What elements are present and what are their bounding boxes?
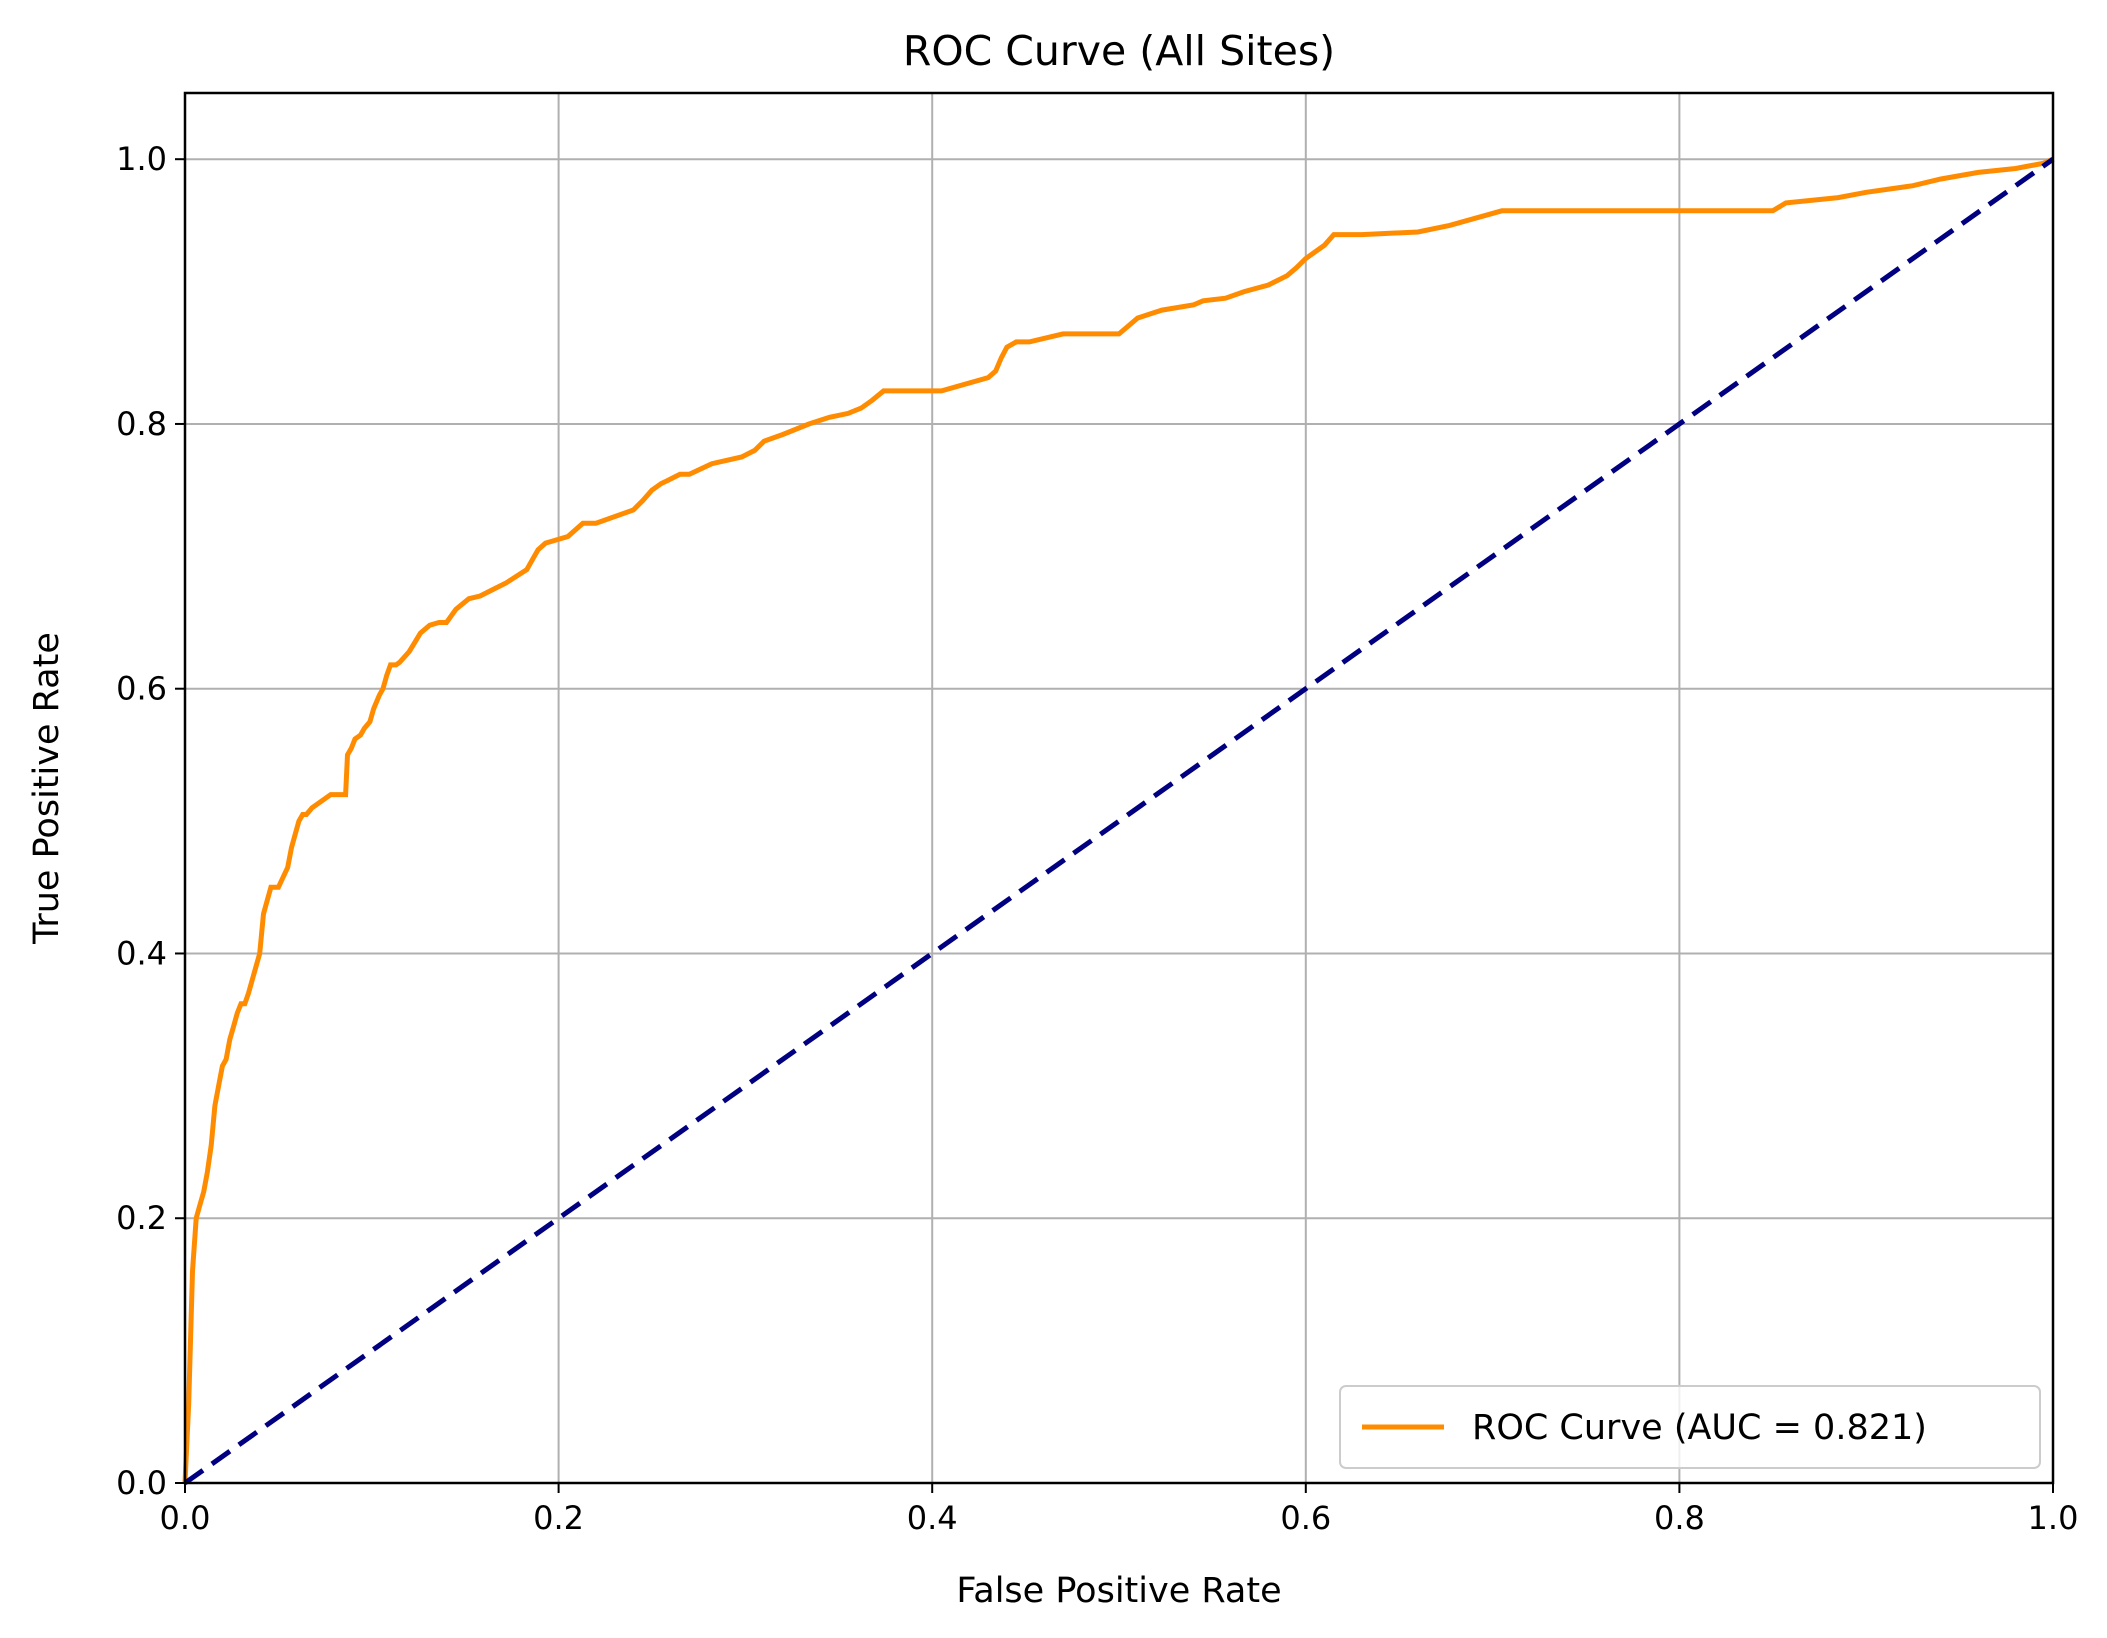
axis-ticks: 0.0 0.2 0.4 0.6 0.8 1.0 0.0 0.2 0.4 0.6 0.8 1.0 — [116, 140, 2078, 1537]
y-tick-label: 0.0 — [116, 1464, 167, 1502]
x-tick-label: 0.4 — [907, 1499, 958, 1537]
x-tick-label: 0.6 — [1280, 1499, 1331, 1537]
x-tick-label: 0.0 — [160, 1499, 211, 1537]
grid-lines — [184, 93, 2054, 1484]
legend: ROC Curve (AUC = 0.821) — [1339, 1385, 2041, 1469]
y-axis-label: True Positive Rate — [27, 632, 67, 945]
x-tick-label: 0.8 — [1654, 1499, 1705, 1537]
roc-curve-line — [182, 156, 2054, 1484]
y-tick-label: 1.0 — [116, 140, 167, 178]
y-tick-label: 0.2 — [116, 1199, 167, 1237]
y-tick-label: 0.6 — [116, 670, 167, 708]
x-tick-label: 1.0 — [2028, 1499, 2079, 1537]
legend-label-roc: ROC Curve (AUC = 0.821) — [1472, 1408, 1927, 1448]
legend-box — [1339, 1385, 2041, 1469]
chance-diagonal-line — [183, 157, 2055, 1486]
x-axis-label: False Positive Rate — [956, 1571, 1281, 1611]
y-tick-label: 0.8 — [116, 405, 167, 443]
chart-title: ROC Curve (All Sites) — [903, 27, 1335, 75]
y-tick-label: 0.4 — [116, 934, 167, 972]
series-layer — [182, 156, 2055, 1486]
plot-frame — [183, 91, 2055, 1485]
x-tick-label: 0.2 — [533, 1499, 584, 1537]
